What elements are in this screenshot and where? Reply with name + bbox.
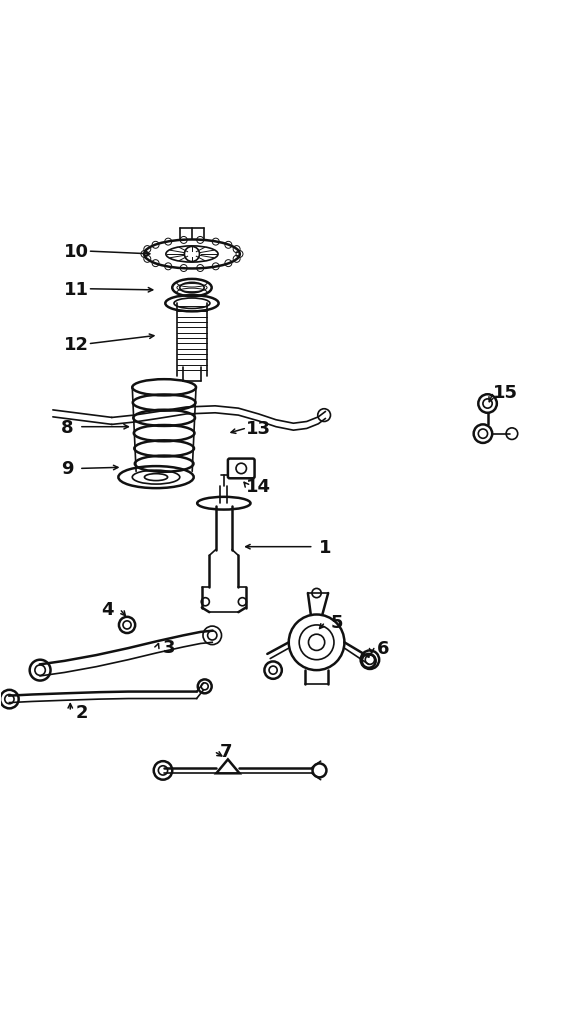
Text: 6: 6 xyxy=(377,640,389,657)
Text: 15: 15 xyxy=(493,383,518,401)
Text: 3: 3 xyxy=(163,638,175,656)
Text: 11: 11 xyxy=(63,280,88,299)
Text: 9: 9 xyxy=(61,460,74,478)
Text: 13: 13 xyxy=(246,420,271,437)
Text: 1: 1 xyxy=(319,538,332,556)
Text: 8: 8 xyxy=(61,418,74,436)
Text: 12: 12 xyxy=(63,335,88,354)
Text: 14: 14 xyxy=(246,477,271,495)
Text: 2: 2 xyxy=(76,703,88,721)
Text: 10: 10 xyxy=(63,243,88,261)
Text: 7: 7 xyxy=(220,743,232,760)
Text: 5: 5 xyxy=(331,613,343,632)
Text: 4: 4 xyxy=(102,600,114,619)
